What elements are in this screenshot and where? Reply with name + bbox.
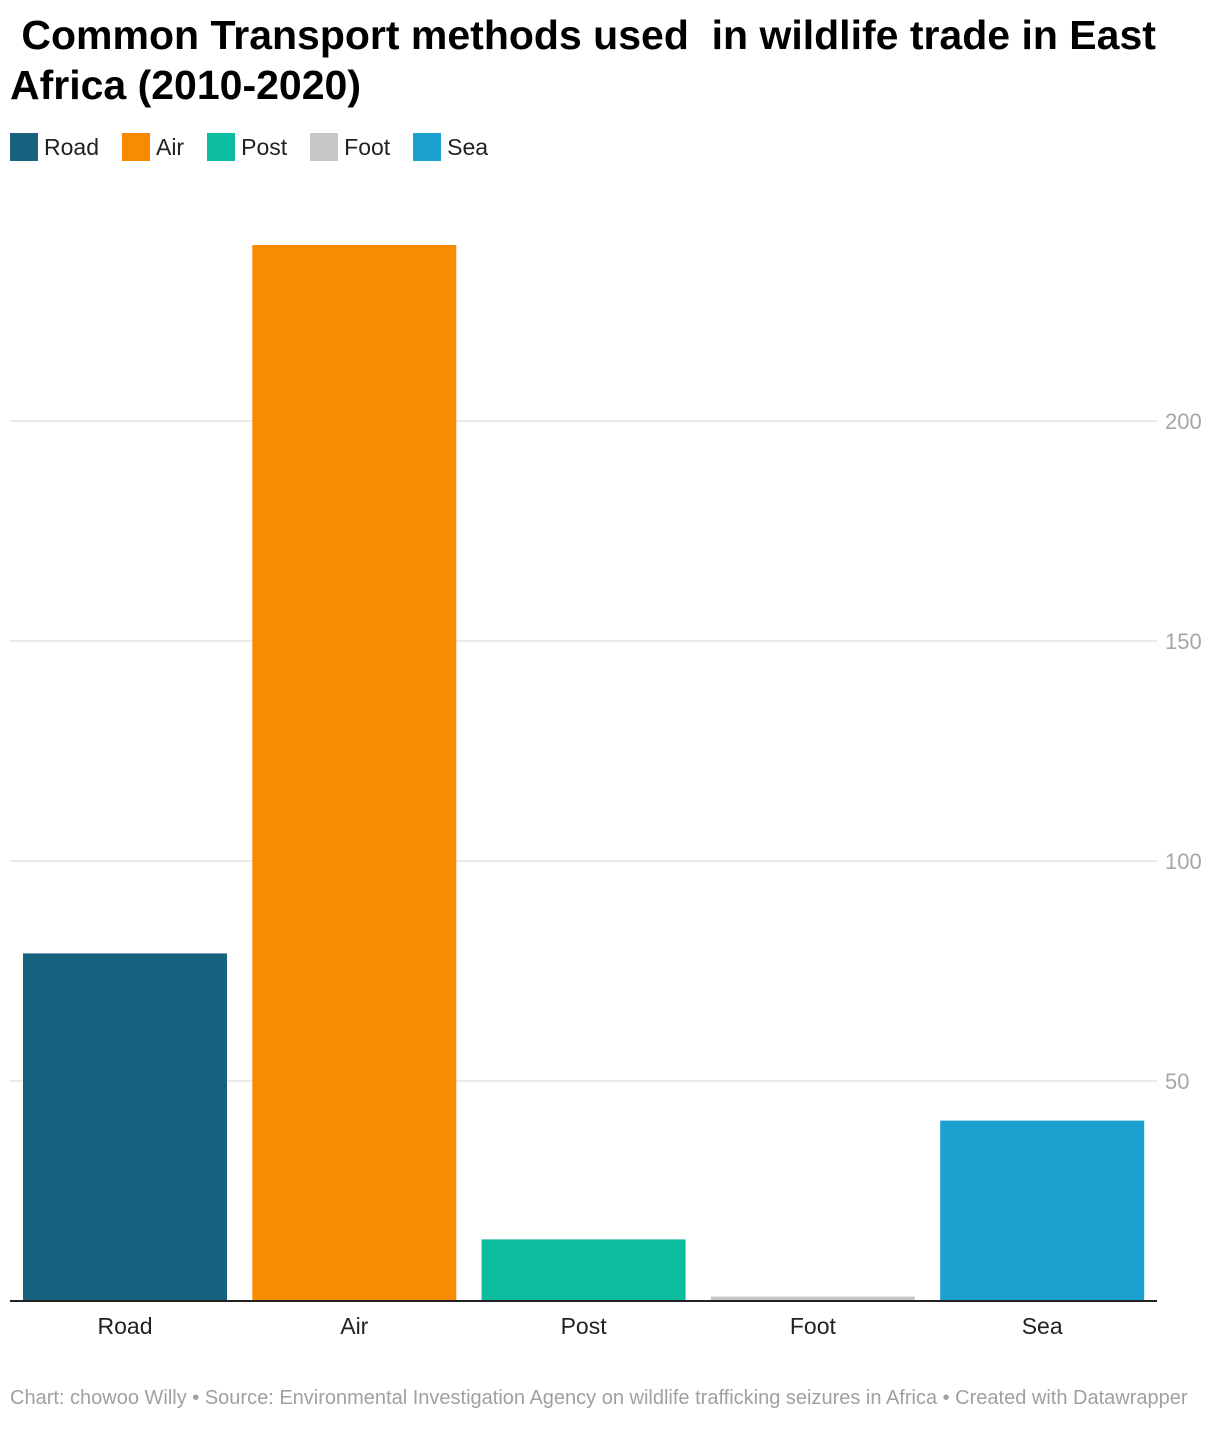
bar-chart: 50 100 150 200 Road Air Post Foot Sea (10, 245, 1202, 1339)
legend-label: Foot (344, 133, 391, 160)
bar-sea (940, 1120, 1145, 1301)
bar-foot (710, 1296, 915, 1301)
y-tick-label: 100 (1165, 849, 1202, 874)
legend-item-road: Road (10, 133, 99, 161)
legend-label: Road (44, 133, 99, 160)
legend-swatch (121, 133, 150, 161)
legend-swatch (207, 133, 236, 161)
x-tick-label: Air (340, 1313, 368, 1339)
bar-air (252, 245, 457, 1301)
legend-item-air: Air (121, 133, 185, 161)
legend-swatch (10, 133, 38, 161)
x-tick-label: Post (561, 1313, 608, 1339)
y-tick-label: 200 (1165, 409, 1202, 434)
legend-item-foot: Foot (310, 133, 390, 161)
legend-item-sea: Sea (413, 133, 488, 161)
legend-item-post: Post (207, 133, 287, 161)
y-tick-label: 50 (1165, 1069, 1189, 1094)
legend-swatch (413, 133, 442, 161)
bar-road (23, 953, 227, 1301)
x-tick-label: Foot (790, 1313, 837, 1339)
legend-label: Sea (447, 133, 489, 160)
chart-legend: Road Air Post Foot Sea (10, 131, 511, 163)
bar-post (481, 1239, 686, 1301)
legend-swatch (310, 133, 339, 161)
x-tick-label: Sea (1022, 1313, 1063, 1339)
legend-label: Air (155, 133, 185, 160)
x-tick-label: Road (98, 1313, 153, 1339)
chart-title: Common Transport methods used in wildlif… (10, 12, 1166, 108)
chart-footer: Chart: chowoo Willy • Source: Environmen… (10, 1387, 1188, 1409)
y-tick-label: 150 (1165, 629, 1202, 654)
legend-label: Post (241, 133, 288, 160)
